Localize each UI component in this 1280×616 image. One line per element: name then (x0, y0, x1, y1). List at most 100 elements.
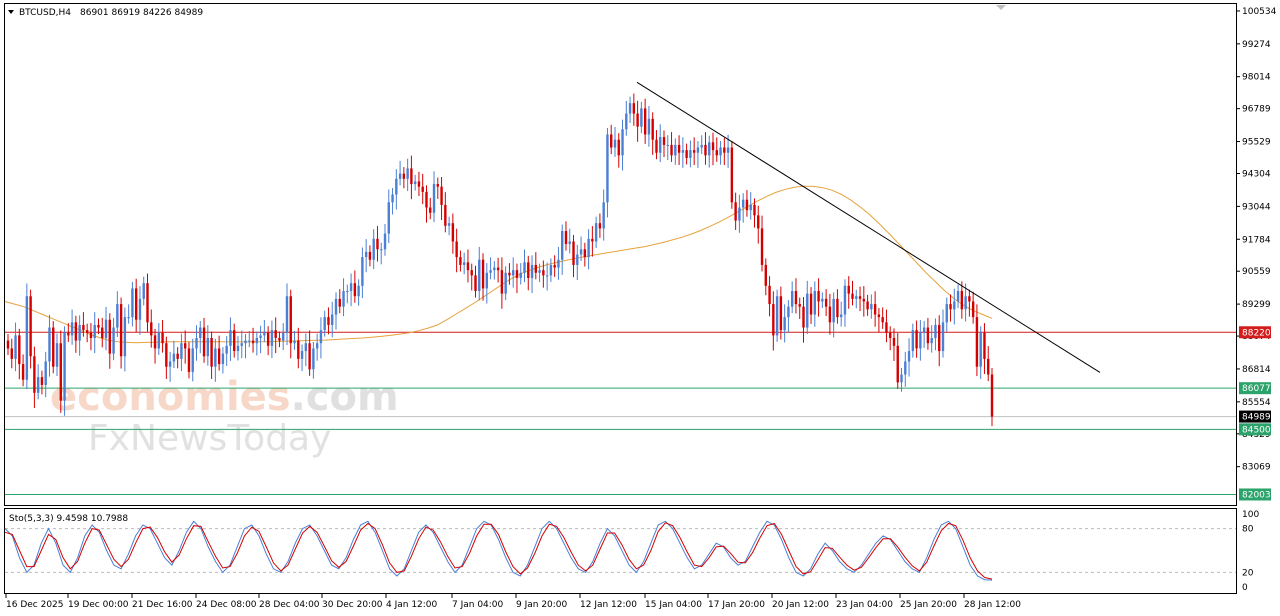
candle-body (647, 118, 651, 135)
candle-body (474, 275, 477, 292)
candle-body (738, 207, 741, 221)
candle-body (941, 322, 945, 352)
candle-body (357, 285, 360, 297)
candle-body (123, 317, 127, 357)
watermark-sub-brand: FxNewsToday (88, 418, 331, 459)
candle-body (674, 144, 677, 156)
time-tick-label: 21 Dec 16:00 (132, 600, 193, 610)
candles (6, 93, 994, 426)
candle-body (926, 327, 930, 344)
time-tick-label: 4 Jan 12:00 (386, 600, 438, 610)
candle-body (97, 324, 100, 328)
time-tick-label: 9 Jan 20:00 (516, 600, 568, 610)
candle-body (576, 254, 579, 265)
candle-body (270, 330, 274, 346)
candle-body (768, 285, 771, 305)
candle-body (195, 338, 198, 349)
price-tick-label: 100534 (1242, 7, 1277, 17)
candle-body (723, 147, 726, 153)
menu-triangle-icon[interactable] (8, 10, 14, 14)
candle-body (138, 298, 142, 320)
candle-body (116, 304, 119, 328)
candle-body (278, 338, 281, 341)
candle-body (824, 298, 828, 307)
candle-body (745, 199, 749, 211)
candle-body (900, 374, 903, 383)
candle-body (794, 291, 798, 305)
time-tick-label: 24 Dec 08:00 (196, 600, 257, 610)
candle-body (293, 340, 296, 344)
candle-body (911, 330, 915, 352)
candle-body (410, 168, 413, 185)
candle-body (127, 317, 130, 319)
candle-body (828, 306, 832, 323)
time-tick-label: 16 Dec 2025 (6, 600, 64, 610)
candle-body (85, 330, 89, 333)
candle-body (67, 332, 70, 336)
candle-body (583, 249, 587, 258)
candle-body (817, 291, 820, 302)
candle-body (470, 270, 473, 276)
stoch-level-label: 100 (1242, 510, 1259, 520)
candle-body (613, 139, 617, 148)
time-tick-label: 17 Jan 20:00 (708, 600, 765, 610)
candle-body (636, 113, 639, 127)
candle-body (289, 296, 292, 344)
candle-body (696, 147, 700, 153)
stoch-level-label: 20 (1242, 568, 1254, 578)
candle-body (587, 238, 590, 258)
candle-body (233, 330, 236, 352)
candle-body (602, 202, 605, 229)
stoch-level-label: 0 (1242, 583, 1248, 593)
candle-body (685, 150, 688, 158)
candle-body (561, 231, 564, 260)
candle-body (459, 257, 462, 265)
candle-body (259, 335, 262, 338)
candle-body (606, 134, 609, 203)
candle-body (922, 327, 926, 333)
candle-body (101, 327, 104, 338)
scroll-marker-icon[interactable] (996, 5, 1006, 10)
candle-body (387, 202, 390, 234)
level-tag-88220 (1239, 326, 1271, 339)
candle-body (892, 338, 896, 346)
candle-body (353, 283, 357, 297)
candle-body (380, 249, 383, 251)
candle-body (625, 113, 628, 130)
candle-body (666, 144, 669, 146)
horizontal-levels (5, 331, 1236, 495)
level-tag-84989 (1239, 410, 1271, 423)
candle-body (59, 343, 62, 401)
candle-body (527, 262, 530, 278)
candle-body (210, 338, 213, 367)
candle-body (821, 298, 824, 302)
time-tick-label: 12 Jan 12:00 (580, 600, 637, 610)
candle-body (677, 144, 681, 153)
candle-body (153, 335, 157, 349)
candle-body (315, 343, 319, 349)
candle-body (150, 322, 153, 336)
candle-body (858, 296, 862, 299)
price-tick-label: 83069 (1242, 463, 1271, 473)
price-tick-label: 89299 (1242, 300, 1271, 310)
candle-body (383, 233, 387, 250)
candle-body (681, 150, 685, 153)
candle-body (500, 270, 504, 294)
candle-body (836, 298, 839, 318)
time-tick-label: 20 Jan 12:00 (772, 600, 829, 610)
candle-body (168, 361, 172, 367)
candle-body (251, 340, 255, 344)
candle-body (640, 108, 643, 127)
candle-body (896, 345, 899, 383)
candle-body (760, 228, 764, 265)
time-tick-label: 25 Jan 20:00 (900, 600, 957, 610)
moving-average (4, 185, 993, 344)
candle-body (180, 343, 183, 359)
candle-body (372, 238, 375, 260)
candle-body (93, 324, 96, 338)
candle-body (956, 291, 960, 302)
candle-body (172, 353, 176, 362)
candle-body (112, 327, 115, 354)
trendline[interactable] (636, 81, 1101, 373)
